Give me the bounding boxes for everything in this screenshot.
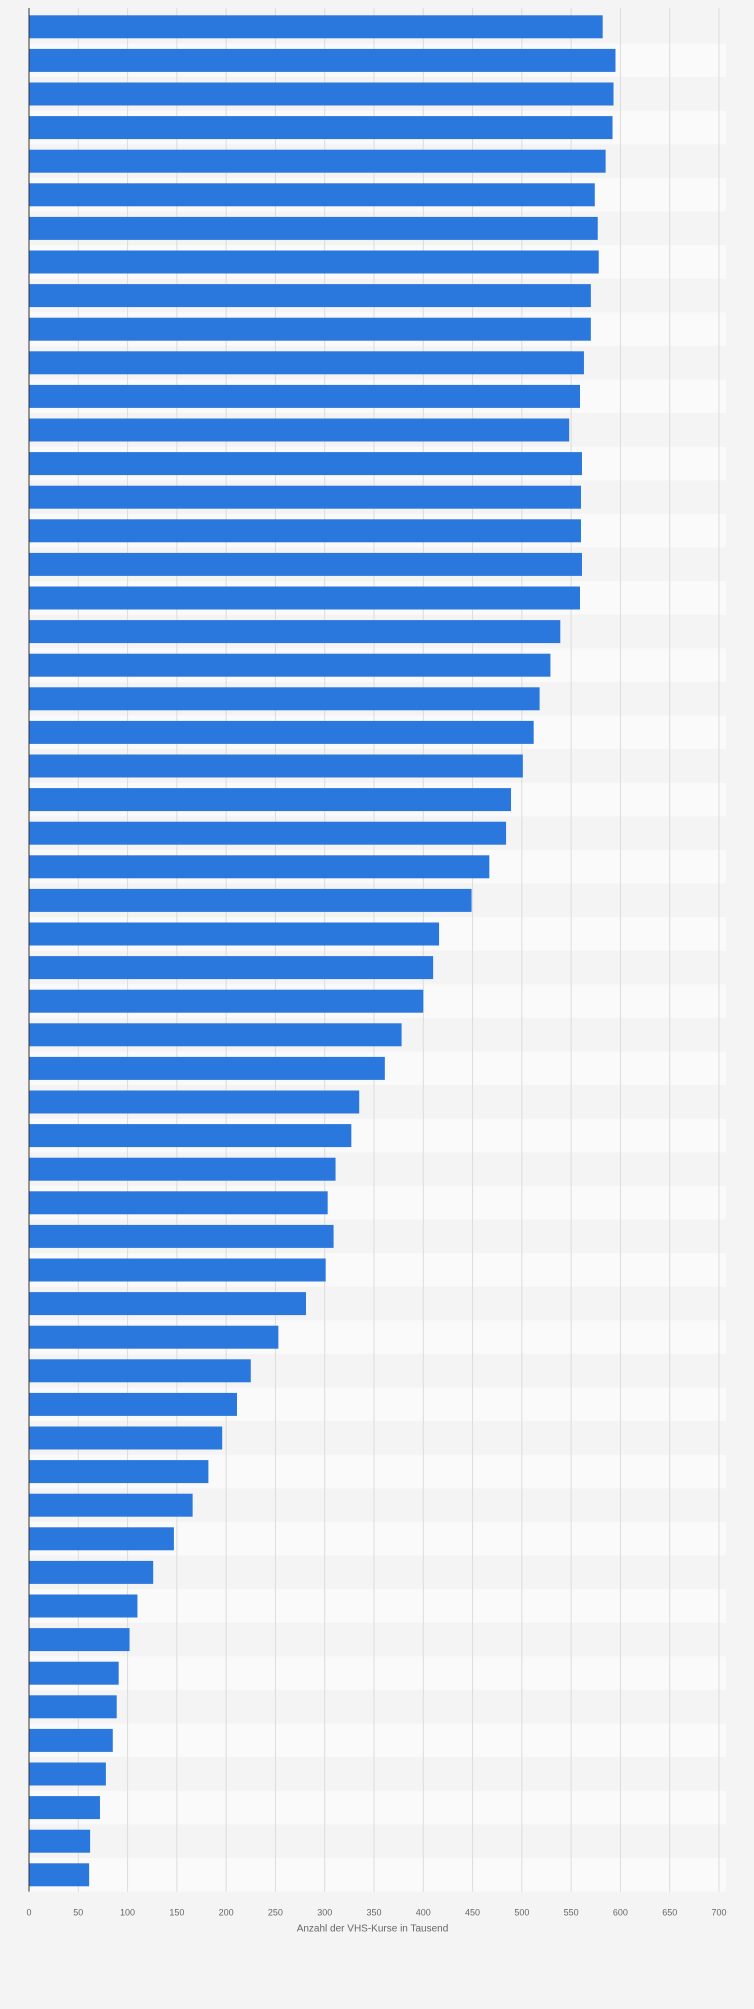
bar — [29, 418, 570, 442]
x-tick-label: 600 — [613, 1908, 628, 1918]
x-tick-label: 200 — [219, 1908, 234, 1918]
x-tick-label: 150 — [169, 1908, 184, 1918]
bar — [29, 1359, 251, 1383]
bar — [29, 720, 534, 744]
bar — [29, 754, 523, 778]
bar — [29, 956, 434, 980]
bar — [29, 48, 616, 72]
bar — [29, 519, 581, 543]
bar — [29, 888, 472, 912]
bar — [29, 15, 603, 39]
x-tick-label: 250 — [268, 1908, 283, 1918]
bar — [29, 788, 512, 812]
bar — [29, 1023, 402, 1047]
bar — [29, 922, 440, 946]
row-band — [29, 1690, 726, 1724]
bar — [29, 1762, 106, 1786]
bar — [29, 653, 551, 677]
row-band — [29, 1723, 726, 1758]
row-band — [29, 1824, 726, 1858]
bar — [29, 620, 561, 644]
bar — [29, 1628, 130, 1652]
bar — [29, 351, 584, 375]
bar — [29, 183, 595, 207]
bar — [29, 1258, 326, 1282]
bars — [29, 15, 616, 1887]
x-tick-label: 400 — [416, 1908, 431, 1918]
row-band — [29, 1858, 726, 1892]
bar — [29, 1527, 174, 1551]
x-tick-label: 100 — [120, 1908, 135, 1918]
x-tick-label: 650 — [662, 1908, 677, 1918]
bar — [29, 317, 591, 341]
row-band — [29, 1790, 726, 1825]
bar — [29, 1191, 328, 1215]
bar — [29, 116, 613, 140]
bar — [29, 552, 582, 576]
x-tick-label: 700 — [711, 1908, 726, 1918]
bar — [29, 1493, 193, 1517]
bar — [29, 1728, 113, 1752]
bar — [29, 586, 581, 610]
bar — [29, 989, 424, 1013]
bar — [29, 1224, 334, 1248]
x-tick-label: 500 — [514, 1908, 529, 1918]
bar — [29, 1796, 100, 1820]
bar — [29, 250, 599, 274]
bar — [29, 1392, 237, 1416]
row-band — [29, 1656, 726, 1690]
x-axis-title: Anzahl der VHS-Kurse in Tausend — [297, 1924, 449, 1935]
bar — [29, 1124, 352, 1148]
bar — [29, 1325, 279, 1349]
bar — [29, 1090, 360, 1114]
x-axis-ticks: 0 50 100 150 200 250 300 350 400 450 500 550 600 650 7… — [26, 1908, 726, 1918]
bar — [29, 855, 490, 879]
bar — [29, 1426, 223, 1450]
bar — [29, 1157, 336, 1181]
bar — [29, 452, 582, 476]
x-tick-label: 300 — [317, 1908, 332, 1918]
x-tick-label: 350 — [366, 1908, 381, 1918]
x-tick-label: 0 — [26, 1908, 31, 1918]
row-band — [29, 1622, 726, 1657]
bar — [29, 1056, 385, 1080]
bar — [29, 1829, 91, 1853]
bar — [29, 485, 581, 509]
bar — [29, 216, 598, 240]
bar — [29, 1863, 90, 1887]
bar — [29, 1460, 209, 1484]
bar — [29, 1560, 154, 1584]
bar — [29, 149, 606, 173]
bar — [29, 1695, 117, 1719]
bar — [29, 1594, 138, 1618]
bar — [29, 821, 507, 845]
bar — [29, 1661, 119, 1685]
x-tick-label: 550 — [564, 1908, 579, 1918]
row-band — [29, 1757, 726, 1791]
x-tick-label: 50 — [73, 1908, 83, 1918]
bar — [29, 1292, 306, 1316]
x-tick-label: 450 — [465, 1908, 480, 1918]
bar — [29, 687, 540, 711]
row-band — [29, 1589, 726, 1623]
bar — [29, 82, 614, 106]
bar — [29, 384, 581, 408]
bar — [29, 284, 591, 308]
